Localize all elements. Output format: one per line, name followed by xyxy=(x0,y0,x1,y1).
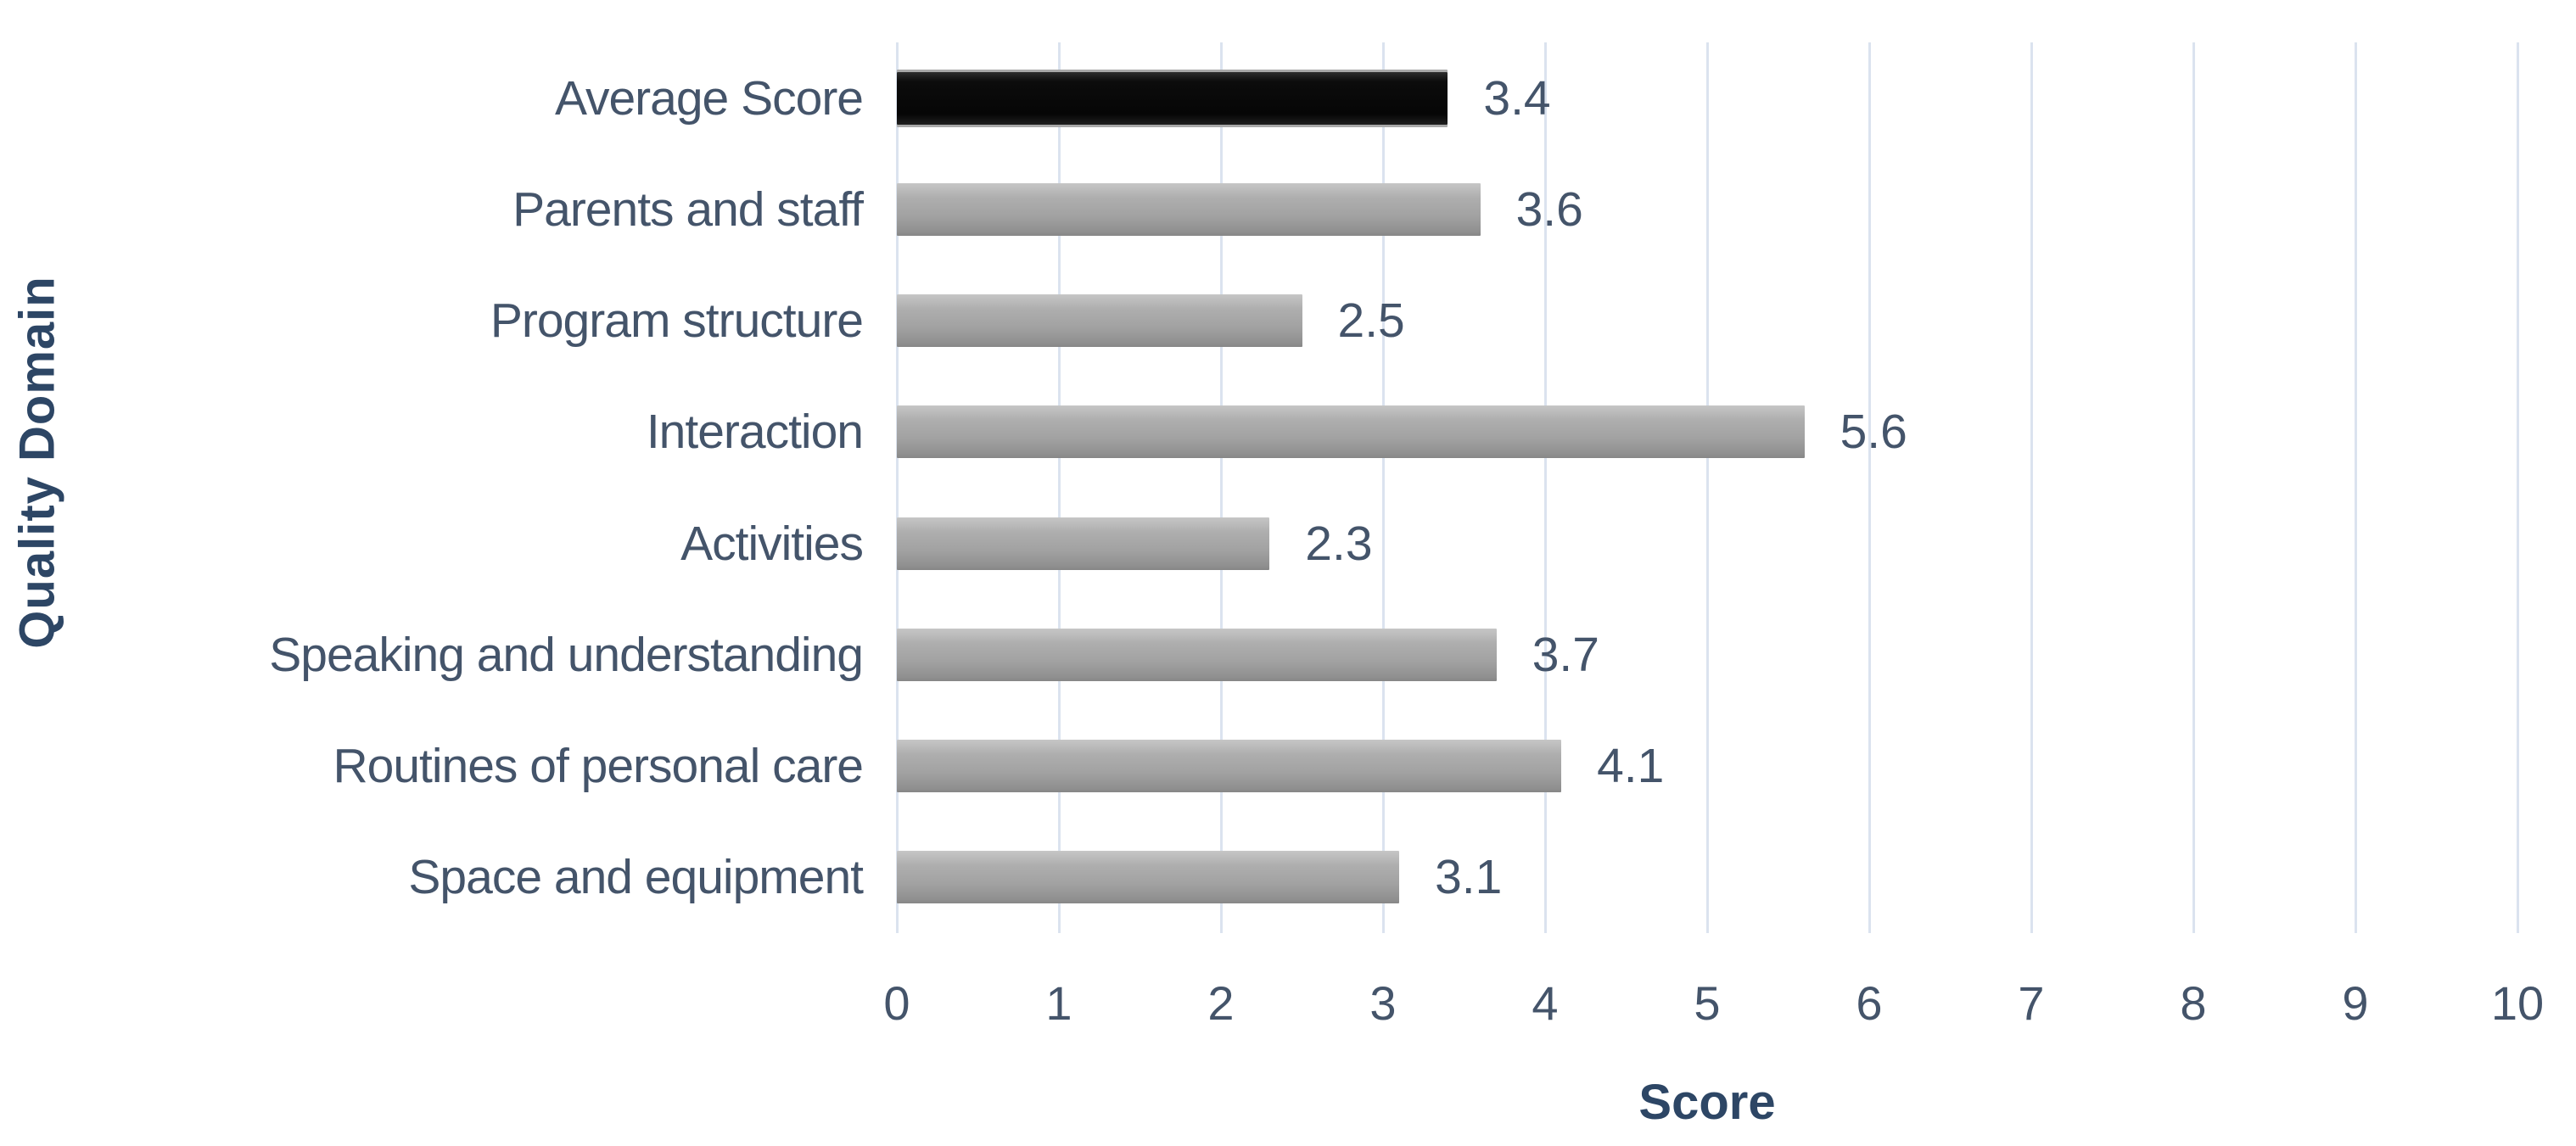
bar-value-label: 3.6 xyxy=(1515,182,1583,237)
bar-value-label: 3.7 xyxy=(1532,627,1599,682)
bar xyxy=(897,851,1400,904)
gridline xyxy=(2030,42,2033,933)
gridline xyxy=(1705,42,1709,933)
x-tick-label: 0 xyxy=(883,976,910,1030)
gridline xyxy=(1381,42,1385,933)
x-tick-label: 3 xyxy=(1369,976,1397,1030)
category-label: Parents and staff xyxy=(512,182,864,237)
bar xyxy=(897,740,1562,793)
x-tick-label: 5 xyxy=(1694,976,1721,1030)
x-tick-label: 8 xyxy=(2180,976,2207,1030)
bar xyxy=(897,182,1481,236)
bar xyxy=(897,517,1270,570)
x-tick-label: 9 xyxy=(2342,976,2369,1030)
bar xyxy=(897,628,1497,681)
x-tick-label: 6 xyxy=(1856,976,1883,1030)
category-label: Space and equipment xyxy=(408,850,864,905)
category-label: Speaking and understanding xyxy=(269,627,864,682)
x-tick-label: 2 xyxy=(1207,976,1235,1030)
bar-value-label: 3.1 xyxy=(1435,850,1503,905)
gridline xyxy=(1057,42,1061,933)
bar xyxy=(897,294,1302,348)
bar-value-label: 4.1 xyxy=(1597,739,1665,794)
bar-value-label: 2.5 xyxy=(1337,293,1405,349)
gridline xyxy=(2192,42,2195,933)
gridline xyxy=(1219,42,1223,933)
bar xyxy=(897,405,1805,459)
category-label: Activities xyxy=(680,516,864,571)
category-label: Routines of personal care xyxy=(333,739,864,794)
gridline xyxy=(1543,42,1547,933)
category-label: Average Score xyxy=(554,70,864,126)
x-tick-label: 7 xyxy=(2018,976,2045,1030)
category-label: Program structure xyxy=(490,293,864,349)
gridline xyxy=(895,42,899,933)
bar-value-label: 5.6 xyxy=(1840,405,1907,460)
x-tick-label: 4 xyxy=(1532,976,1559,1030)
category-label: Interaction xyxy=(646,405,864,460)
gridline xyxy=(1868,42,1871,933)
gridline xyxy=(2516,42,2519,933)
x-axis-title: Score xyxy=(1638,1075,1776,1130)
x-tick-label: 10 xyxy=(2490,976,2545,1030)
bar-value-label: 2.3 xyxy=(1305,516,1373,571)
bar xyxy=(897,71,1448,125)
gridline xyxy=(2354,42,2357,933)
bar-value-label: 3.4 xyxy=(1483,70,1551,126)
x-tick-label: 1 xyxy=(1045,976,1072,1030)
